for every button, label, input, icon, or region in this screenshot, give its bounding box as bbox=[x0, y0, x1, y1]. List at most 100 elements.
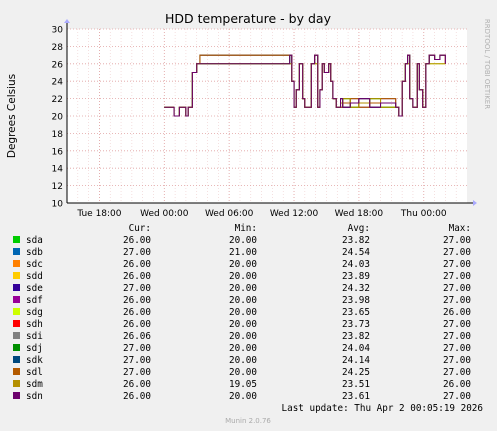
legend-swatch-sdc bbox=[13, 260, 20, 267]
legend-min-sdj: 20.00 bbox=[229, 343, 257, 354]
chart-title: HDD temperature - by day bbox=[165, 11, 332, 26]
legend-min-sdb: 21.00 bbox=[229, 247, 257, 258]
legend-cur-sdl: 27.00 bbox=[123, 367, 151, 378]
legend-label-sdk: sdk bbox=[26, 355, 43, 366]
y-tick-label: 22 bbox=[52, 95, 63, 105]
legend-avg-sdb: 24.54 bbox=[342, 247, 370, 258]
legend-min-sdg: 20.00 bbox=[229, 307, 257, 318]
y-tick-label: 16 bbox=[52, 147, 64, 157]
x-tick-label: Wed 12:00 bbox=[270, 209, 319, 219]
legend-label-sdh: sdh bbox=[26, 319, 43, 330]
y-tick-label: 12 bbox=[52, 182, 63, 192]
legend-avg-sdg: 23.65 bbox=[342, 307, 370, 318]
legend-min-sdd: 20.00 bbox=[229, 271, 257, 282]
legend-min-sda: 20.00 bbox=[229, 235, 257, 246]
x-tick-label: Thu 00:00 bbox=[400, 209, 447, 219]
rrdtool-watermark: RRDTOOL / TOBI OETIKER bbox=[483, 19, 491, 109]
footer-last-update: Last update: Thu Apr 2 00:05:19 2026 bbox=[282, 403, 484, 414]
legend-avg-sda: 23.82 bbox=[342, 235, 370, 246]
legend-max-sde: 27.00 bbox=[443, 283, 471, 294]
legend-max-sdl: 27.00 bbox=[443, 367, 471, 378]
legend-swatch-sdg bbox=[13, 308, 20, 315]
legend-min-sdi: 20.00 bbox=[229, 331, 257, 342]
legend-label-sdc: sdc bbox=[26, 259, 43, 270]
x-tick-label: Tue 18:00 bbox=[76, 209, 121, 219]
legend-cur-sdm: 26.00 bbox=[123, 379, 151, 390]
x-tick-label: Wed 18:00 bbox=[335, 209, 384, 219]
legend-column-header: Max: bbox=[449, 223, 471, 234]
legend-max-sdb: 27.00 bbox=[443, 247, 471, 258]
x-tick-label: Wed 00:00 bbox=[140, 209, 189, 219]
legend-max-sdk: 27.00 bbox=[443, 355, 471, 366]
legend-min-sde: 20.00 bbox=[229, 283, 257, 294]
y-tick-label: 26 bbox=[52, 60, 64, 70]
y-tick-label: 10 bbox=[52, 200, 64, 210]
legend-swatch-sdm bbox=[13, 380, 20, 387]
series-line-sdn bbox=[164, 54, 446, 117]
legend-min-sdf: 20.00 bbox=[229, 295, 257, 306]
legend-min-sdk: 20.00 bbox=[229, 355, 257, 366]
legend-column-header: Cur: bbox=[129, 223, 151, 234]
legend-max-sdm: 26.00 bbox=[443, 379, 471, 390]
legend-label-sdi: sdi bbox=[26, 331, 43, 342]
legend-avg-sde: 24.32 bbox=[342, 283, 370, 294]
axis-layer: Tue 18:00 Wed 00:00 Wed 06:00 Wed 12:00 Wed … bbox=[52, 19, 477, 219]
series-layer bbox=[164, 54, 446, 117]
legend-swatch-sdb bbox=[13, 248, 20, 255]
legend-cur-sdg: 26.00 bbox=[123, 307, 151, 318]
legend-layer: Cur: Min: Avg: Max: sda 26.00 20.00 23.82 27.00 s… bbox=[13, 223, 471, 402]
legend-avg-sdn: 23.61 bbox=[342, 391, 370, 402]
y-tick-label: 20 bbox=[52, 113, 64, 123]
legend-cur-sdd: 26.00 bbox=[123, 271, 151, 282]
legend-max-sdg: 26.00 bbox=[443, 307, 471, 318]
legend-avg-sdc: 24.03 bbox=[342, 259, 370, 270]
legend-avg-sdl: 24.25 bbox=[342, 367, 370, 378]
legend-cur-sdf: 26.00 bbox=[123, 295, 151, 306]
y-tick-label: 28 bbox=[52, 43, 64, 53]
legend-cur-sdb: 27.00 bbox=[123, 247, 151, 258]
legend-avg-sdh: 23.73 bbox=[342, 319, 370, 330]
legend-cur-sda: 26.00 bbox=[123, 235, 151, 246]
x-axis-arrow bbox=[473, 200, 477, 206]
legend-min-sdl: 20.00 bbox=[229, 367, 257, 378]
legend-label-sdm: sdm bbox=[26, 379, 43, 390]
legend-swatch-sdd bbox=[13, 272, 20, 279]
legend-label-sdf: sdf bbox=[26, 295, 43, 306]
legend-cur-sdc: 26.00 bbox=[123, 259, 151, 270]
legend-swatch-sdn bbox=[13, 392, 20, 399]
legend-swatch-sdh bbox=[13, 320, 20, 327]
legend-swatch-sdi bbox=[13, 332, 20, 339]
legend-label-sdj: sdj bbox=[26, 343, 43, 354]
legend-avg-sdf: 23.98 bbox=[342, 295, 370, 306]
legend-avg-sdi: 23.82 bbox=[342, 331, 370, 342]
legend-swatch-sde bbox=[13, 284, 20, 291]
legend-min-sdn: 20.00 bbox=[229, 391, 257, 402]
legend-min-sdm: 19.05 bbox=[229, 379, 257, 390]
munin-version: Munin 2.0.76 bbox=[225, 417, 271, 425]
legend-label-sdg: sdg bbox=[26, 307, 43, 318]
legend-cur-sde: 27.00 bbox=[123, 283, 151, 294]
legend-max-sdc: 27.00 bbox=[443, 259, 471, 270]
legend-avg-sdk: 24.14 bbox=[342, 355, 370, 366]
legend-cur-sdk: 27.00 bbox=[123, 355, 151, 366]
legend-max-sdh: 27.00 bbox=[443, 319, 471, 330]
legend-label-sde: sde bbox=[26, 283, 43, 294]
legend-max-sda: 27.00 bbox=[443, 235, 471, 246]
legend-swatch-sdj bbox=[13, 344, 20, 351]
legend-label-sdd: sdd bbox=[26, 271, 43, 282]
legend-avg-sdj: 24.04 bbox=[342, 343, 370, 354]
legend-cur-sdi: 26.06 bbox=[123, 331, 151, 342]
legend-label-sdn: sdn bbox=[26, 391, 43, 402]
legend-max-sdf: 27.00 bbox=[443, 295, 471, 306]
legend-label-sdl: sdl bbox=[26, 367, 43, 378]
legend-label-sdb: sdb bbox=[26, 247, 43, 258]
legend-cur-sdj: 27.00 bbox=[123, 343, 151, 354]
legend-cur-sdh: 26.00 bbox=[123, 319, 151, 330]
legend-avg-sdd: 23.89 bbox=[342, 271, 370, 282]
y-tick-label: 24 bbox=[52, 78, 64, 88]
y-axis-label: Degrees Celsius bbox=[6, 74, 18, 158]
legend-swatch-sdl bbox=[13, 368, 20, 375]
legend-swatch-sda bbox=[13, 236, 20, 243]
legend-label-sda: sda bbox=[26, 235, 43, 246]
